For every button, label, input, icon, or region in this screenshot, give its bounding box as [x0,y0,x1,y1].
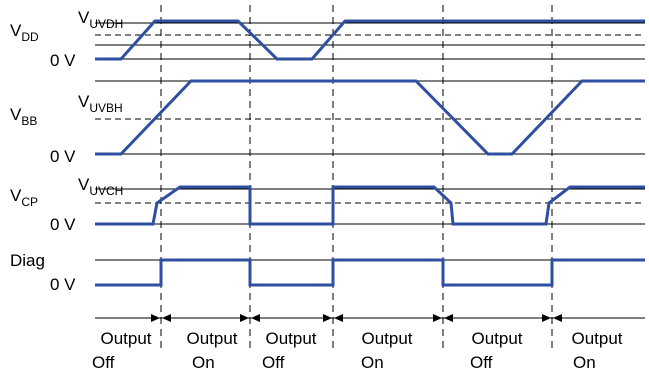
vdd-threshold-label: VUVDH [78,8,123,31]
phase-5-arrowhead-right [542,314,551,322]
vbb-signal-name: VBB [10,105,37,128]
diag-waveform [95,258,645,287]
phase-arrows [151,314,562,322]
phase-4-line2: On [361,353,384,372]
vdd-waveform [95,19,645,61]
phase-4-arrowhead-right [433,314,442,322]
phase-dividers [160,5,553,348]
phase-6-line2: On [573,353,596,372]
vbb-waveform [95,79,645,156]
phase-3-arrowhead-left [251,314,260,322]
phase-5-line2: Off [470,353,493,372]
vcp-waveform [95,185,645,226]
phase-2-line1: Output [186,329,237,348]
diag-row: Diag 0 V [10,251,645,294]
vbb-threshold-label: VUVBH [78,92,123,115]
phase-1-line1: Output [100,329,151,348]
vcp-row: VCP VUVCH 0 V [10,175,645,234]
vdd-row: VDD VUVDH 0 V [10,8,645,70]
vbb-row: VBB VUVBH 0 V [10,79,645,166]
diag-signal-name: Diag [10,251,45,270]
phase-axis [95,314,645,322]
vbb-zero-label: 0 V [50,147,76,166]
phase-1-line2: Off [92,353,115,372]
phase-3-line2: Off [262,353,285,372]
phase-3-arrowhead-right [323,314,332,322]
phase-6-arrowhead-left [553,314,562,322]
phase-3-line1: Output [265,329,316,348]
phase-4-line1: Output [361,329,412,348]
phase-6-line1: Output [571,329,622,348]
vdd-signal-name: VDD [10,21,39,44]
phase-4-arrowhead-left [334,314,343,322]
phase-2-arrowhead-left [162,314,171,322]
phase-labels: Output Off Output On Output Off Output O… [92,329,623,372]
phase-5-line1: Output [471,329,522,348]
phase-5-arrowhead-left [444,314,453,322]
diag-zero-label: 0 V [50,275,76,294]
phase-1-arrowhead-right [151,314,160,322]
vcp-signal-name: VCP [10,186,38,209]
vdd-zero-label: 0 V [50,51,76,70]
vcp-threshold-label: VUVCH [78,175,123,198]
phase-2-arrowhead-right [240,314,249,322]
phase-2-line2: On [192,353,215,372]
vcp-zero-label: 0 V [50,215,76,234]
